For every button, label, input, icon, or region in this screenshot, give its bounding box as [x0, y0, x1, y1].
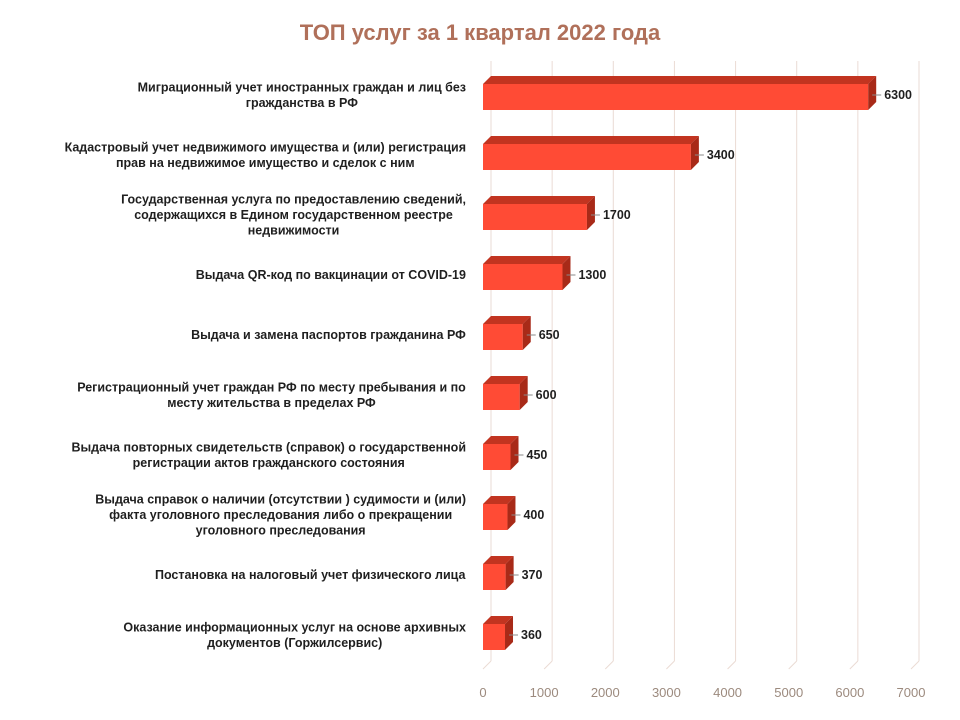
bar-side — [562, 256, 571, 290]
category-label: Выдача и замена паспортов гражданина РФ — [191, 328, 466, 342]
bar-top — [483, 616, 514, 624]
bar — [483, 564, 506, 590]
bar — [483, 324, 523, 350]
x-tick-label: 4000 — [713, 685, 742, 700]
bar — [483, 384, 520, 410]
bar-side — [510, 436, 519, 470]
bar-side — [690, 136, 699, 170]
category-label-line: Миграционный учет иностранных граждан и … — [138, 80, 466, 94]
category-label-line: Выдача справок о наличии (отсутствии ) с… — [95, 493, 466, 507]
category-label-line: содержащихся в Едином государственном ре… — [134, 208, 453, 222]
bar-top — [483, 556, 514, 564]
value-label: 450 — [527, 448, 548, 462]
category-label-line: регистрации актов гражданского состояния — [133, 456, 405, 470]
bar-side — [507, 496, 516, 530]
bar-side — [868, 76, 877, 110]
x-tick-label: 3000 — [652, 685, 681, 700]
bar-top — [483, 376, 528, 384]
bar — [483, 84, 869, 110]
category-label: Выдача QR-код по вакцинации от COVID-19 — [196, 268, 466, 282]
category-label: Постановка на налоговый учет физического… — [155, 568, 467, 582]
bar-side — [519, 376, 528, 410]
chart-title: ТОП услуг за 1 квартал 2022 года — [299, 20, 661, 45]
bar-top — [483, 256, 571, 264]
value-label: 400 — [523, 508, 544, 522]
category-label-line: Государственная услуга по предоставлению… — [121, 193, 466, 207]
x-tick-label: 1000 — [530, 685, 559, 700]
bar — [483, 204, 587, 230]
bar-side — [522, 316, 531, 350]
bar-side — [505, 556, 514, 590]
category-label-line: документов (Горжилсервис) — [207, 636, 382, 650]
value-label: 370 — [522, 568, 543, 582]
bar-top — [483, 196, 595, 204]
gridline-floor — [727, 660, 736, 670]
bar-top — [483, 496, 516, 504]
category-label-line: гражданства в РФ — [246, 96, 358, 110]
category-label-line: Выдача повторных свидетельств (справок) … — [71, 440, 466, 454]
value-label: 360 — [521, 628, 542, 642]
category-label-line: Выдача и замена паспортов гражданина РФ — [191, 328, 466, 342]
category-label: Кадастровый учет недвижимого имущества и… — [65, 140, 466, 170]
gridline-floor — [604, 660, 614, 670]
value-label: 3400 — [707, 148, 735, 162]
gridline-floor — [482, 660, 492, 670]
bar-top — [483, 76, 877, 84]
x-tick-label: 6000 — [835, 685, 864, 700]
category-label-line: Кадастровый учет недвижимого имущества и… — [65, 140, 466, 154]
category-label: Выдача повторных свидетельств (справок) … — [71, 440, 466, 470]
category-label: Регистрационный учет граждан РФ по месту… — [77, 380, 466, 410]
category-label: Государственная услуга по предоставлению… — [121, 193, 466, 238]
bar — [483, 264, 563, 290]
category-label-line: прав на недвижимое имущество и сделок с … — [116, 156, 415, 170]
category-label: Оказание информационных услуг на основе … — [123, 620, 466, 650]
category-label-line: недвижимости — [248, 224, 340, 238]
x-tick-label: 5000 — [774, 685, 803, 700]
x-tick-label: 7000 — [897, 685, 926, 700]
category-label: Выдача справок о наличии (отсутствии ) с… — [95, 493, 466, 538]
value-label: 1300 — [578, 268, 606, 282]
value-label: 1700 — [603, 208, 631, 222]
gridline-floor — [666, 660, 675, 670]
category-label-line: Оказание информационных услуг на основе … — [123, 620, 466, 634]
category-label-line: факта уголовного преследования либо о пр… — [109, 508, 452, 522]
category-label-line: Выдача QR-код по вакцинации от COVID-19 — [196, 268, 466, 282]
x-tick-label: 0 — [479, 685, 486, 700]
category-label-line: Регистрационный учет граждан РФ по месту… — [77, 380, 466, 394]
bar-top — [483, 436, 519, 444]
bar-side — [586, 196, 595, 230]
bar — [483, 144, 691, 170]
bar-top — [483, 316, 531, 324]
gridline-floor — [849, 660, 859, 670]
gridline-floor — [910, 660, 920, 670]
x-tick-label: 2000 — [591, 685, 620, 700]
gridline-floor — [788, 660, 798, 670]
value-label: 650 — [539, 328, 560, 342]
bar — [483, 444, 511, 470]
value-label: 6300 — [884, 88, 912, 102]
category-label-line: Постановка на налоговый учет физического… — [155, 568, 467, 582]
value-label: 600 — [536, 388, 557, 402]
category-label: Миграционный учет иностранных граждан и … — [138, 80, 466, 110]
category-label-line: месту жительства в пределах РФ — [167, 396, 376, 410]
bar — [483, 624, 506, 650]
gridline-floor — [543, 660, 553, 670]
category-label-line: уголовного преследования — [196, 524, 366, 538]
bar — [483, 504, 508, 530]
bar-top — [483, 136, 699, 144]
bar-side — [505, 616, 514, 650]
